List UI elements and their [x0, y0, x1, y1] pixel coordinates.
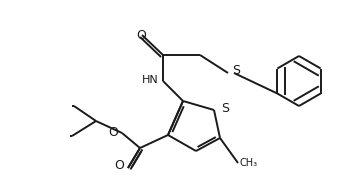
Text: O: O — [114, 159, 124, 172]
Text: CH₃: CH₃ — [239, 158, 257, 168]
Text: S: S — [232, 63, 240, 76]
Text: O: O — [108, 125, 118, 139]
Text: O: O — [136, 29, 146, 42]
Text: HN: HN — [142, 75, 159, 85]
Text: S: S — [221, 102, 229, 115]
